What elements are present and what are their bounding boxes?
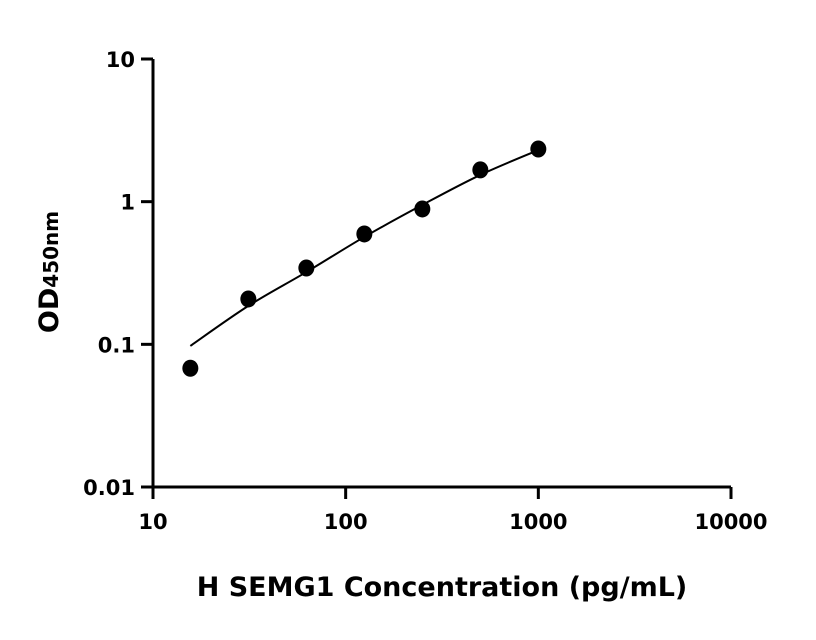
y-tick-label: 0.01 bbox=[83, 476, 135, 500]
x-tick-label: 10000 bbox=[694, 510, 767, 534]
axes bbox=[141, 57, 733, 499]
x-tick-label: 100 bbox=[324, 510, 368, 534]
y-tick-label: 1 bbox=[120, 191, 135, 215]
tick-labels: 10 100 1000 10000 0.01 0.1 1 10 bbox=[83, 48, 767, 534]
data-point bbox=[356, 225, 373, 243]
y-axis-label: OD450nm bbox=[34, 211, 65, 333]
data-point bbox=[240, 290, 257, 308]
x-tick-label: 10 bbox=[138, 510, 167, 534]
data-point bbox=[182, 359, 199, 377]
y-tick-label: 10 bbox=[106, 48, 135, 72]
data-points bbox=[182, 140, 547, 377]
data-point bbox=[530, 140, 547, 158]
y-axis-label-main: OD bbox=[34, 288, 65, 333]
data-point bbox=[414, 200, 431, 218]
fit-curve bbox=[189, 149, 539, 347]
y-axis-label-sub: 450nm bbox=[39, 211, 63, 288]
data-point bbox=[298, 259, 315, 277]
y-tick-label: 0.1 bbox=[98, 333, 135, 357]
x-tick-label: 1000 bbox=[509, 510, 567, 534]
x-axis-label: H SEMG1 Concentration (pg/mL) bbox=[197, 572, 688, 603]
data-point bbox=[472, 161, 489, 179]
